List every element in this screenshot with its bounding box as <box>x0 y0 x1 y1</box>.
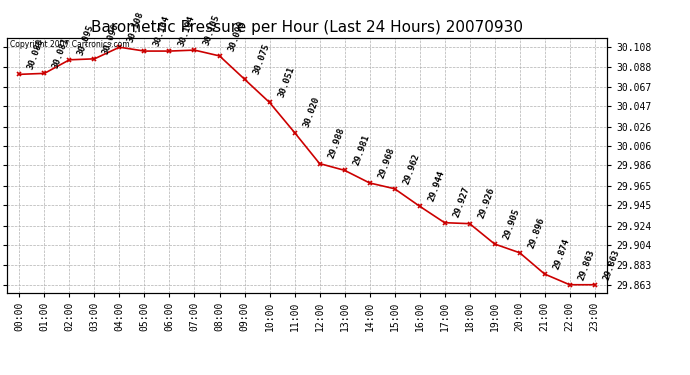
Text: 30.099: 30.099 <box>226 19 246 53</box>
Text: 29.968: 29.968 <box>377 146 396 179</box>
Text: 29.896: 29.896 <box>526 216 546 249</box>
Text: 29.905: 29.905 <box>502 207 521 240</box>
Text: 30.108: 30.108 <box>126 10 146 44</box>
Text: 29.944: 29.944 <box>426 169 446 202</box>
Text: 29.981: 29.981 <box>351 134 371 167</box>
Text: 30.051: 30.051 <box>277 66 296 99</box>
Text: Copyright 2007 Cartronics.com: Copyright 2007 Cartronics.com <box>10 40 130 49</box>
Text: 30.104: 30.104 <box>177 14 196 48</box>
Text: 30.020: 30.020 <box>302 96 321 129</box>
Text: 30.095: 30.095 <box>77 23 96 56</box>
Text: 30.104: 30.104 <box>151 14 171 48</box>
Text: 30.080: 30.080 <box>26 38 46 71</box>
Text: 29.962: 29.962 <box>402 152 421 185</box>
Text: 29.988: 29.988 <box>326 127 346 160</box>
Text: 29.874: 29.874 <box>551 237 571 270</box>
Text: 30.081: 30.081 <box>51 36 71 70</box>
Text: 29.926: 29.926 <box>477 187 496 220</box>
Text: 29.863: 29.863 <box>577 248 596 281</box>
Text: 30.075: 30.075 <box>251 42 271 76</box>
Text: 29.927: 29.927 <box>451 186 471 219</box>
Text: 29.863: 29.863 <box>602 248 621 281</box>
Text: 30.105: 30.105 <box>201 13 221 46</box>
Title: Barometric Pressure per Hour (Last 24 Hours) 20070930: Barometric Pressure per Hour (Last 24 Ho… <box>91 20 523 35</box>
Text: 30.096: 30.096 <box>101 22 121 55</box>
